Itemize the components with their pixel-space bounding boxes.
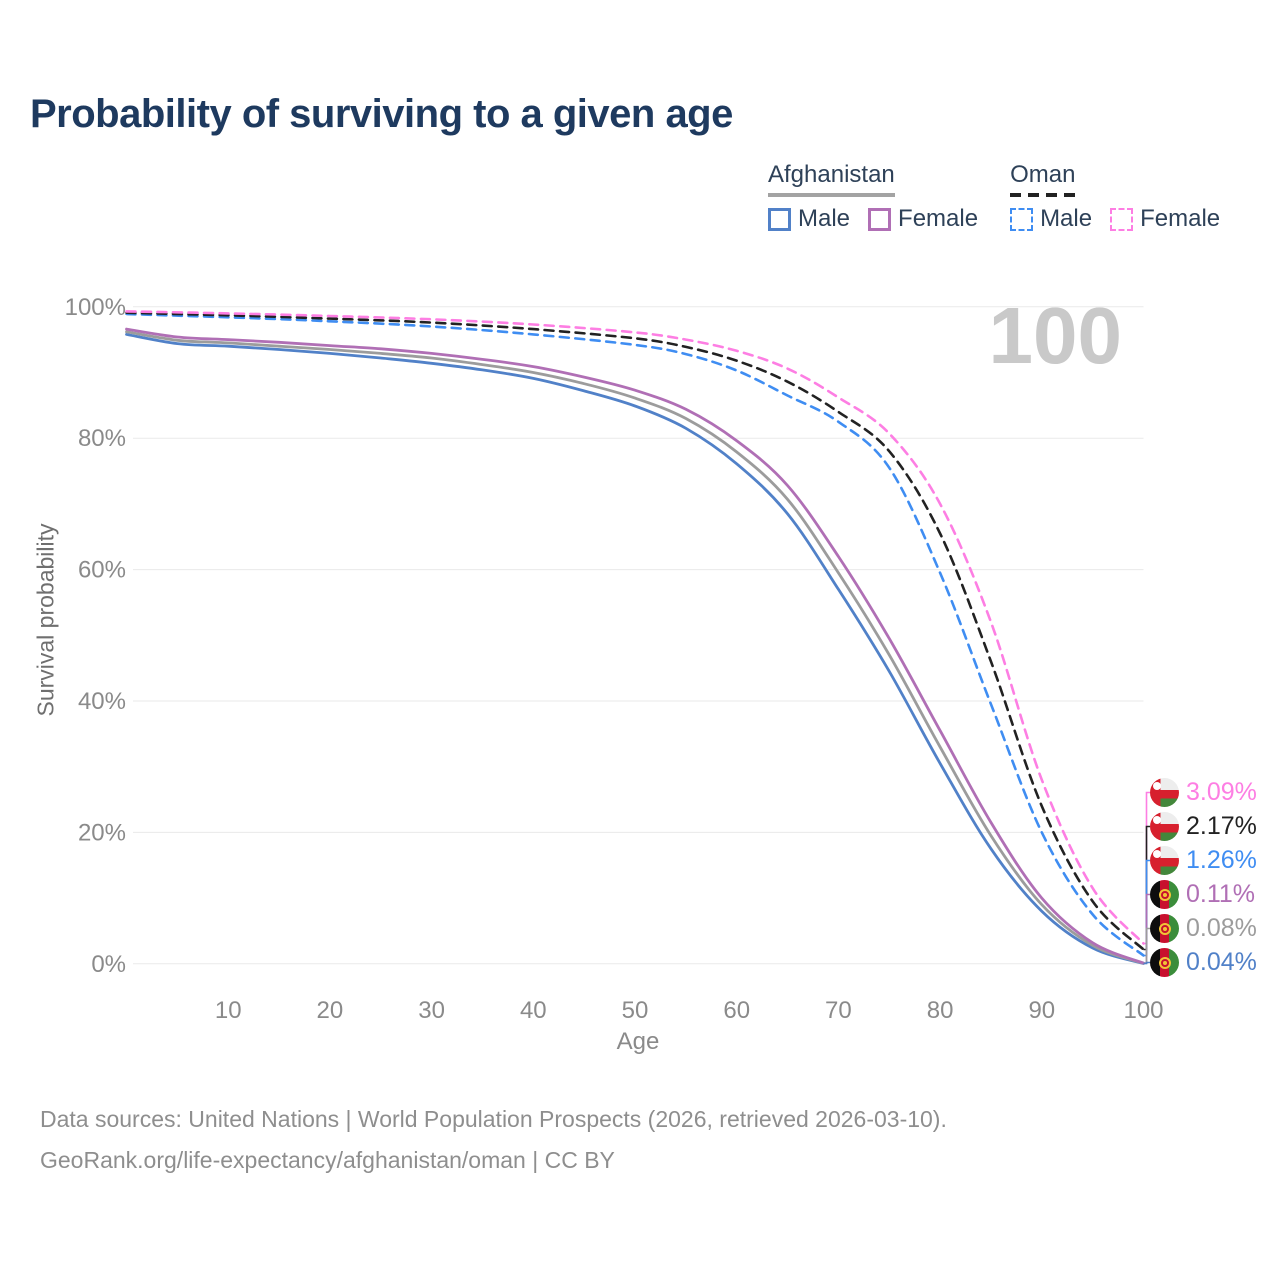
y-tick-40%: 40% xyxy=(78,688,126,715)
legend-toggle-afghanistan-female[interactable]: Female xyxy=(868,205,978,233)
afghanistan-flag-icon xyxy=(1150,914,1179,943)
series-line-afghanistan-female[interactable] xyxy=(125,327,1145,965)
x-tick-50: 50 xyxy=(622,997,649,1024)
legend-items: Male Female xyxy=(1010,205,1220,233)
end-label-value: 2.17% xyxy=(1186,812,1257,840)
oman-flag-icon xyxy=(1150,812,1179,841)
legend-item-label: Female xyxy=(1140,205,1221,232)
legend-toggle-oman-female[interactable]: Female xyxy=(1110,205,1220,233)
x-tick-30: 30 xyxy=(418,997,445,1024)
series-line-oman-both[interactable] xyxy=(125,311,1145,951)
x-axis-title: Age xyxy=(616,1028,660,1055)
afghanistan-flag-icon xyxy=(1150,948,1179,977)
y-axis-title: Survival probability xyxy=(32,523,59,717)
end-label-oman-both: 2.17% xyxy=(1150,811,1257,843)
y-tick-80%: 80% xyxy=(78,425,126,452)
afghanistan-flag-icon xyxy=(1150,880,1179,909)
legend-linestyle-sample-solid xyxy=(768,193,895,197)
legend-toggle-afghanistan-male[interactable]: Male xyxy=(768,205,850,233)
x-tick-100: 100 xyxy=(1123,997,1163,1024)
end-label-value: 0.08% xyxy=(1186,914,1257,942)
end-label-oman-female: 3.09% xyxy=(1150,777,1257,809)
x-tick-90: 90 xyxy=(1028,997,1055,1024)
end-label-oman-male: 1.26% xyxy=(1150,845,1257,877)
legend-linestyle-sample-dashed xyxy=(1010,193,1076,197)
series-line-afghanistan-male[interactable] xyxy=(125,333,1145,965)
page-title: Probability of surviving to a given age xyxy=(30,92,733,136)
legend-group-oman: Oman Male Female xyxy=(1010,161,1220,233)
legend-checkbox-male[interactable] xyxy=(768,207,791,231)
end-label-afghanistan-both: 0.08% xyxy=(1150,913,1257,945)
y-tick-20%: 20% xyxy=(78,819,126,846)
legend-item-label: Female xyxy=(898,205,979,232)
x-tick-60: 60 xyxy=(723,997,750,1024)
footer-data-sources: Data sources: United Nations | World Pop… xyxy=(40,1106,947,1132)
legend: Afghanistan Male Female Oman Male Female xyxy=(768,161,1220,233)
end-label-afghanistan-male: 0.04% xyxy=(1150,947,1257,979)
x-tick-10: 10 xyxy=(215,997,242,1024)
legend-items: Male Female xyxy=(768,205,978,233)
legend-item-label: Male xyxy=(798,205,851,232)
legend-country-label: Oman xyxy=(1010,161,1076,188)
end-label-value: 3.09% xyxy=(1186,778,1257,806)
end-label-value: 1.26% xyxy=(1186,846,1257,874)
legend-group-afghanistan: Afghanistan Male Female xyxy=(768,161,978,233)
y-tick-100%: 100% xyxy=(65,294,126,321)
x-tick-70: 70 xyxy=(825,997,852,1024)
legend-checkbox-female[interactable] xyxy=(1110,207,1134,231)
oman-flag-icon xyxy=(1150,846,1179,875)
end-label-afghanistan-female: 0.11% xyxy=(1150,879,1255,911)
series-line-afghanistan-both[interactable] xyxy=(125,330,1145,965)
x-tick-40: 40 xyxy=(520,997,547,1024)
series-line-oman-male[interactable] xyxy=(125,312,1145,957)
legend-country-oman[interactable]: Oman xyxy=(1010,161,1076,197)
end-label-value: 0.04% xyxy=(1186,948,1257,976)
legend-country-afghanistan[interactable]: Afghanistan xyxy=(768,161,895,197)
oman-flag-icon xyxy=(1150,778,1179,807)
legend-checkbox-female[interactable] xyxy=(868,207,892,231)
legend-checkbox-male[interactable] xyxy=(1010,207,1034,231)
x-tick-80: 80 xyxy=(927,997,954,1024)
legend-item-label: Male xyxy=(1040,205,1093,232)
legend-country-label: Afghanistan xyxy=(768,161,895,188)
x-tick-20: 20 xyxy=(317,997,344,1024)
y-tick-0%: 0% xyxy=(91,951,126,978)
series-line-oman-female[interactable] xyxy=(125,310,1145,945)
footer-attribution: GeoRank.org/life-expectancy/afghanistan/… xyxy=(40,1147,615,1173)
end-label-connector-afghanistan-male xyxy=(1143,961,1150,965)
y-tick-60%: 60% xyxy=(78,557,126,584)
legend-toggle-oman-male[interactable]: Male xyxy=(1010,205,1092,233)
end-label-value: 0.11% xyxy=(1186,880,1256,908)
watermark-age-100: 100 xyxy=(988,291,1122,380)
